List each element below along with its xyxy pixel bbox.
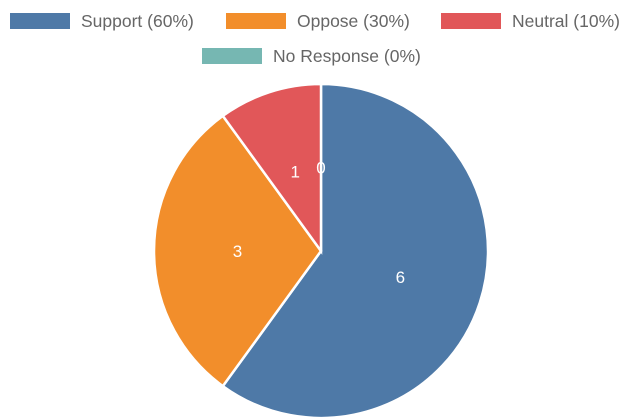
slice-value-label: 1 <box>290 163 299 182</box>
legend-swatch <box>439 11 503 31</box>
legend-item-4[interactable]: No Response (0%) <box>200 46 421 66</box>
legend-label: No Response (0%) <box>273 46 421 66</box>
slice-value-label: 3 <box>233 242 242 261</box>
legend-item-1[interactable]: Support (60%) <box>8 11 194 31</box>
pie-slice-2[interactable] <box>152 114 323 388</box>
pie-slice-3[interactable] <box>221 82 323 255</box>
chart-legend: Support (60%) Oppose (30%) Neutral (10%) No… <box>8 11 620 66</box>
legend-label: Oppose (30%) <box>297 11 410 31</box>
legend-swatch <box>200 46 264 66</box>
slice-value-label: 0 <box>316 159 325 178</box>
slice-value-label: 6 <box>396 268 405 287</box>
legend-label: Neutral (10%) <box>512 11 620 31</box>
legend-item-3[interactable]: Neutral (10%) <box>439 11 620 31</box>
legend-swatch <box>224 11 288 31</box>
legend-swatch <box>8 11 72 31</box>
pie-slice-1[interactable] <box>221 82 490 418</box>
pie-slices <box>152 82 490 418</box>
slice-labels: 6 3 1 0 <box>233 159 405 287</box>
legend-item-2[interactable]: Oppose (30%) <box>224 11 410 31</box>
legend-label: Support (60%) <box>81 11 194 31</box>
